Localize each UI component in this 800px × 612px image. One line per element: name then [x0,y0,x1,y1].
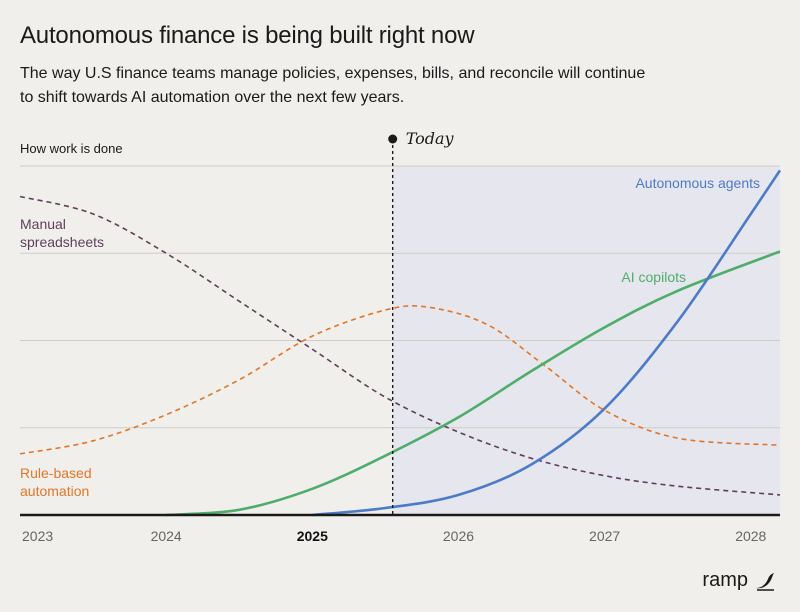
x-tick-label: 2025 [297,528,328,544]
series-label-manual-spreadsheets: spreadsheets [20,234,104,250]
series-line-rule-based-automation [19,305,781,455]
series-line-manual-spreadsheets [19,195,781,496]
x-tick-label: 2026 [443,528,474,544]
ramp-logo: ramp [702,569,776,592]
series-line-ai-copilots [166,250,781,517]
series-label-rule-based-automation: automation [20,483,89,499]
x-tick-label: 2024 [151,528,182,544]
ramp-wing-icon [756,572,774,591]
today-dot [388,134,398,144]
x-tick-label: 2023 [22,528,53,544]
series-label-manual-spreadsheets: Manual [20,216,66,232]
x-tick-label: 2028 [735,528,766,544]
today-label: Today [406,129,455,148]
series-label-autonomous-agents: Autonomous agents [635,175,760,191]
y-axis-label: How work is done [20,141,123,156]
chart-title: Autonomous finance is being built right … [20,22,475,49]
brand-name: ramp [702,569,748,591]
series-label-rule-based-automation: Rule-based [20,465,92,481]
x-tick-label: 2027 [589,528,620,544]
series-line-autonomous-agents [312,169,782,517]
chart-subtitle: The way U.S finance teams manage policie… [20,65,646,106]
series-label-ai-copilots: AI copilots [621,269,686,285]
